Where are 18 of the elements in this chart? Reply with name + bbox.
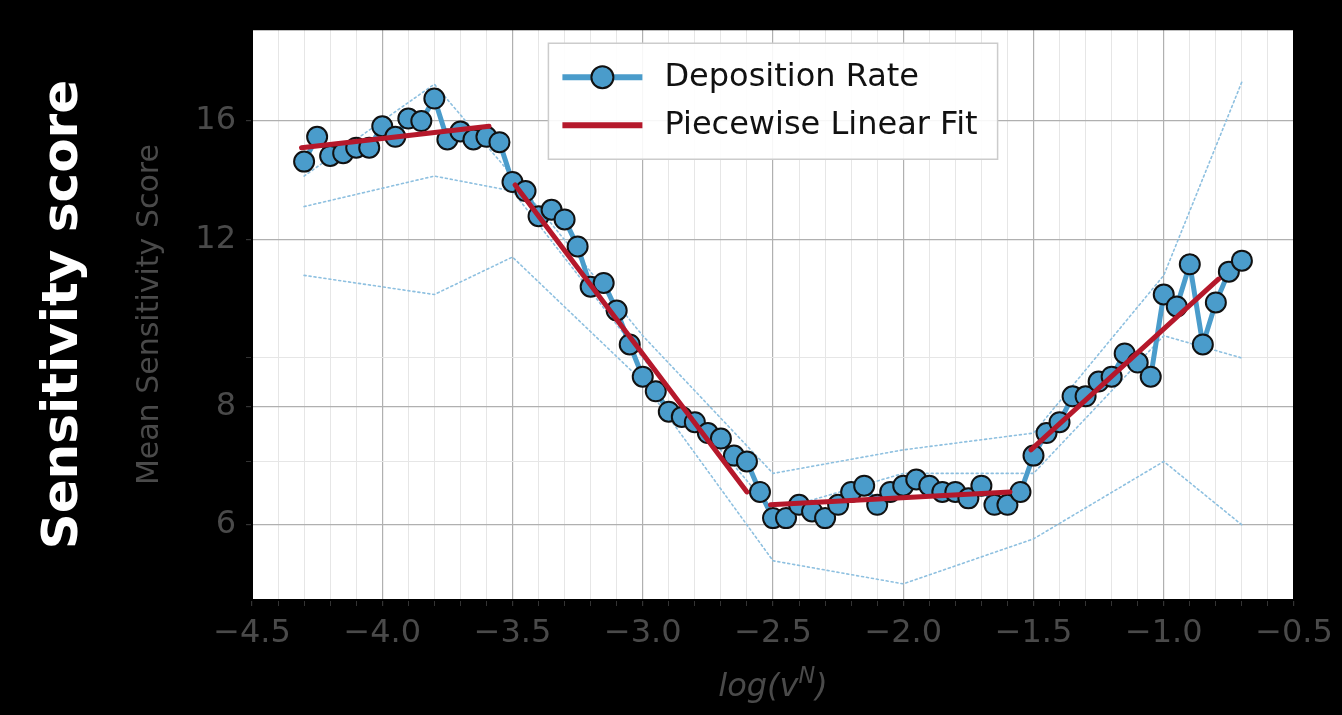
y-tick-label: 16 — [195, 99, 236, 138]
text: Sensitivity score — [30, 79, 89, 550]
x-tick-label: −1.5 — [994, 611, 1073, 650]
y-axis-title: Mean Sensitivity Score — [129, 144, 165, 486]
x-tick-label: −4.5 — [213, 611, 291, 650]
x-tick-label: −0.5 — [1255, 611, 1333, 650]
x-tick-label: −2.0 — [864, 611, 943, 650]
legend-label: Piecewise Linear Fit — [664, 103, 978, 142]
x-tick-label: −4.0 — [343, 611, 422, 650]
x-tick-label: −3.0 — [603, 611, 682, 650]
x-tick-label: −2.5 — [734, 611, 812, 650]
y-tick-label: 6 — [215, 503, 236, 542]
x-tick-label: −3.5 — [473, 611, 552, 650]
y-tick-label: 8 — [215, 384, 236, 423]
line-series — [303, 256, 1243, 585]
x-tick-label: −1.0 — [1124, 611, 1203, 650]
legend-label: Deposition Rate — [664, 55, 920, 94]
y-tick-label: 12 — [195, 217, 236, 256]
